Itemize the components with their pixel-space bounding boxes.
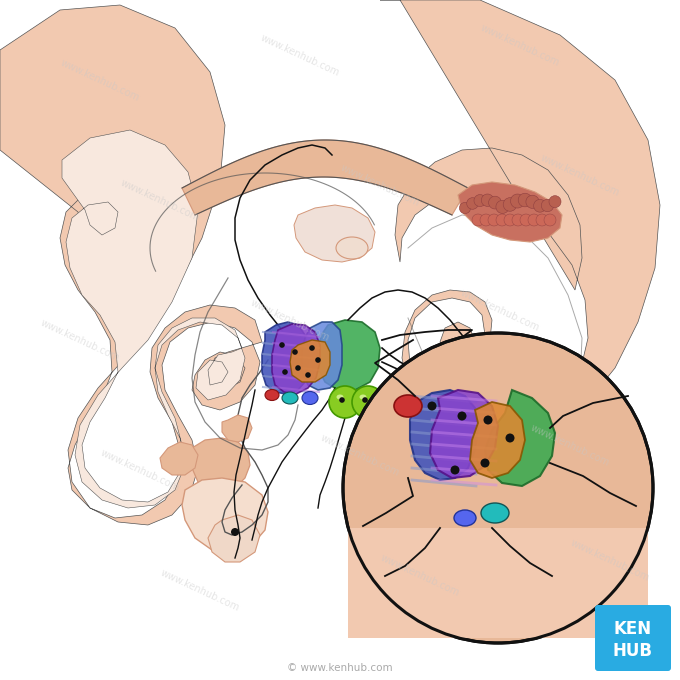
Circle shape xyxy=(458,411,466,420)
Polygon shape xyxy=(318,320,380,390)
Ellipse shape xyxy=(337,394,343,400)
Text: www.kenhub.com: www.kenhub.com xyxy=(259,32,341,78)
Circle shape xyxy=(544,214,556,226)
Circle shape xyxy=(520,214,532,226)
Polygon shape xyxy=(182,478,268,552)
Circle shape xyxy=(428,401,437,411)
Circle shape xyxy=(526,195,539,208)
Circle shape xyxy=(528,214,540,226)
Circle shape xyxy=(472,214,484,226)
Text: www.kenhub.com: www.kenhub.com xyxy=(529,422,611,468)
FancyBboxPatch shape xyxy=(595,605,671,671)
Circle shape xyxy=(489,197,501,209)
Polygon shape xyxy=(380,0,660,452)
Ellipse shape xyxy=(282,392,298,404)
Polygon shape xyxy=(182,140,468,215)
Polygon shape xyxy=(222,415,252,442)
Circle shape xyxy=(352,386,384,418)
Circle shape xyxy=(343,333,653,643)
Text: HUB: HUB xyxy=(613,642,653,660)
Circle shape xyxy=(534,199,547,212)
Polygon shape xyxy=(0,5,262,525)
Ellipse shape xyxy=(302,392,318,405)
Circle shape xyxy=(496,214,508,226)
Text: www.kenhub.com: www.kenhub.com xyxy=(39,318,121,362)
Text: www.kenhub.com: www.kenhub.com xyxy=(569,537,651,583)
Circle shape xyxy=(339,397,345,403)
Circle shape xyxy=(466,198,478,209)
Circle shape xyxy=(505,434,515,443)
Polygon shape xyxy=(485,390,555,486)
Circle shape xyxy=(231,528,239,536)
Text: www.kenhub.com: www.kenhub.com xyxy=(319,432,401,478)
Polygon shape xyxy=(208,515,260,562)
Ellipse shape xyxy=(394,395,422,417)
Circle shape xyxy=(450,466,460,475)
Circle shape xyxy=(496,201,509,214)
Text: www.kenhub.com: www.kenhub.com xyxy=(159,567,241,613)
Polygon shape xyxy=(262,322,308,394)
Polygon shape xyxy=(160,442,198,475)
Polygon shape xyxy=(410,390,478,480)
Ellipse shape xyxy=(360,394,367,400)
Circle shape xyxy=(309,345,315,351)
Text: www.kenhub.com: www.kenhub.com xyxy=(119,177,201,223)
Circle shape xyxy=(541,199,554,211)
Polygon shape xyxy=(458,182,562,242)
Circle shape xyxy=(481,194,494,207)
Text: www.kenhub.com: www.kenhub.com xyxy=(59,57,141,103)
Text: www.kenhub.com: www.kenhub.com xyxy=(379,552,461,598)
Circle shape xyxy=(504,214,516,226)
Circle shape xyxy=(549,196,561,207)
Circle shape xyxy=(292,350,298,355)
Circle shape xyxy=(279,342,285,347)
Ellipse shape xyxy=(336,237,368,259)
Text: KEN: KEN xyxy=(614,620,652,638)
Polygon shape xyxy=(272,324,320,394)
Circle shape xyxy=(518,193,532,207)
Text: www.kenhub.com: www.kenhub.com xyxy=(99,447,181,493)
Ellipse shape xyxy=(481,503,509,523)
Ellipse shape xyxy=(265,390,279,401)
Circle shape xyxy=(512,214,524,226)
Polygon shape xyxy=(62,130,245,508)
Circle shape xyxy=(460,203,471,214)
Text: © www.kenhub.com: © www.kenhub.com xyxy=(287,663,393,673)
Text: www.kenhub.com: www.kenhub.com xyxy=(249,297,331,343)
Circle shape xyxy=(511,194,524,208)
Text: www.kenhub.com: www.kenhub.com xyxy=(339,163,421,207)
Circle shape xyxy=(362,397,368,403)
Polygon shape xyxy=(470,402,525,478)
Circle shape xyxy=(282,369,288,375)
Polygon shape xyxy=(290,340,330,382)
Circle shape xyxy=(480,214,492,226)
Circle shape xyxy=(481,458,490,468)
Ellipse shape xyxy=(454,510,476,526)
Text: www.kenhub.com: www.kenhub.com xyxy=(459,287,541,333)
Polygon shape xyxy=(192,438,250,494)
Circle shape xyxy=(329,386,361,418)
Circle shape xyxy=(536,214,548,226)
Circle shape xyxy=(503,198,517,211)
Circle shape xyxy=(295,365,301,371)
Circle shape xyxy=(488,214,500,226)
Polygon shape xyxy=(302,322,342,390)
Circle shape xyxy=(316,357,321,363)
Circle shape xyxy=(305,372,311,378)
Polygon shape xyxy=(430,390,498,478)
Polygon shape xyxy=(348,528,648,638)
Polygon shape xyxy=(294,205,375,262)
Circle shape xyxy=(474,194,486,207)
Text: www.kenhub.com: www.kenhub.com xyxy=(479,22,561,68)
Text: www.kenhub.com: www.kenhub.com xyxy=(539,152,621,198)
Circle shape xyxy=(483,415,492,424)
